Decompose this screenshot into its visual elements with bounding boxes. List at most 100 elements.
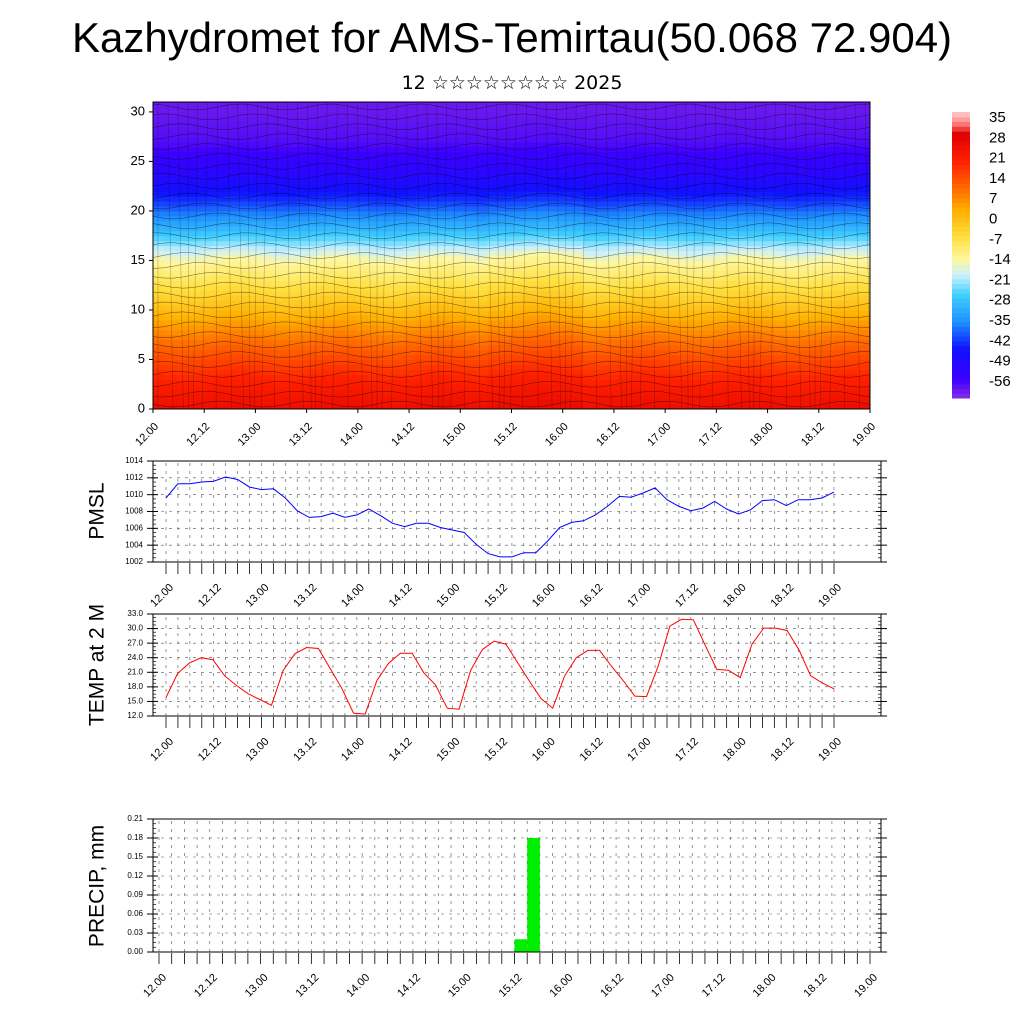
heatmap-cell [380, 275, 393, 281]
heatmap-cell [427, 389, 441, 395]
heatmap-cell [762, 102, 775, 108]
heatmap-cell [846, 275, 859, 281]
heatmap-cell [284, 240, 297, 247]
heatmap-cell [296, 369, 309, 375]
heatmap-cell [248, 404, 262, 409]
heatmap-cell [344, 324, 357, 331]
heatmap-cell [750, 290, 764, 296]
heatmap-cell [463, 102, 477, 108]
heatmap-cell [846, 265, 859, 271]
heatmap-cell [714, 324, 728, 331]
heatmap-cell [164, 106, 178, 113]
wind-barb-row [153, 173, 870, 180]
temp-y-axis: 33.030.027.024.021.018.015.012.0 [127, 609, 887, 720]
heatmap-cell [499, 186, 513, 192]
heatmap-cell [511, 166, 525, 172]
heatmap-cell [368, 136, 381, 143]
heatmap-cell [415, 225, 429, 232]
heatmap-cell [511, 364, 525, 370]
heatmap-cell [690, 121, 704, 128]
heatmap-cell [463, 225, 477, 232]
heatmap-cell [332, 305, 345, 311]
heatmap-cell [595, 240, 608, 247]
heatmap-cell [487, 354, 501, 361]
heatmap-cell [236, 309, 250, 316]
heatmap-cell [559, 126, 572, 133]
heatmap-cell [654, 230, 668, 237]
heatmap-cell [212, 389, 226, 395]
heatmap-cell [368, 240, 381, 247]
heatmap-cell [822, 404, 835, 409]
heatmap-cell [308, 265, 321, 271]
heatmap-cell [427, 399, 441, 405]
heatmap-cell [654, 196, 668, 202]
heatmap-cell [188, 260, 202, 266]
heatmap-cell [308, 131, 321, 138]
heatmap-cell [846, 305, 859, 311]
heatmap-cell [308, 250, 321, 257]
heatmap-cell [571, 121, 584, 128]
heatmap-cell [320, 329, 333, 336]
heatmap-cell [678, 225, 692, 232]
heatmap-cell [236, 399, 250, 405]
heatmap-cell [702, 106, 716, 113]
heatmap-cell [248, 176, 262, 182]
heatmap-cell [583, 235, 596, 242]
heatmap-cell [547, 161, 560, 167]
heatmap-cell [583, 364, 596, 370]
heatmap-cell [619, 240, 632, 247]
heatmap-cell [810, 240, 823, 247]
heatmap-cell [224, 201, 238, 207]
heatmap-cell [487, 240, 501, 247]
heatmap-cell [822, 369, 835, 375]
heatmap-cell [583, 324, 596, 331]
heatmap-cell [415, 319, 429, 326]
heatmap-cell [750, 324, 764, 331]
heatmap-cell [523, 166, 536, 172]
heatmap-cell [583, 215, 596, 222]
heatmap-cell [415, 309, 429, 316]
heatmap-cell [200, 394, 214, 400]
heatmap-cell [200, 389, 214, 395]
wind-barb-column [795, 102, 802, 409]
heatmap-cell [296, 191, 309, 197]
heatmap-cell [487, 349, 501, 356]
heatmap-cell [678, 389, 692, 395]
wind-barb-column [442, 102, 447, 409]
heatmap-cell [834, 314, 847, 321]
heatmap-cell [762, 270, 775, 276]
heatmap-cell [714, 196, 728, 202]
heatmap-cell [762, 181, 775, 187]
heatmap-cell [439, 161, 453, 167]
heatmap-cell [188, 275, 202, 281]
heatmap-cell [774, 106, 787, 113]
pmsl-x-axis: 12.00 12.12 13.00 13.12 14.00 14.12 15.00 15.12… [148, 563, 844, 610]
heatmap-cell [403, 285, 417, 291]
heatmap-cell [607, 309, 620, 316]
heatmap-cell [810, 394, 823, 400]
heatmap-cell [200, 265, 214, 271]
heatmap-cell [726, 270, 740, 276]
heatmap-cell [224, 235, 238, 242]
heatmap-cell [200, 102, 214, 108]
heatmap-cell [439, 176, 453, 182]
heatmap-cell [535, 295, 548, 301]
heatmap-cell [810, 344, 823, 351]
heatmap-cell [642, 280, 656, 286]
heatmap-cell [308, 230, 321, 237]
heatmap-cell [427, 270, 441, 276]
heatmap-cell [762, 379, 775, 385]
heatmap-cell [308, 300, 321, 306]
heatmap-cell [654, 295, 668, 301]
heatmap-cell [463, 369, 477, 375]
heatmap-cell [654, 384, 668, 390]
heatmap-cell [272, 324, 286, 331]
heatmap-cell [415, 270, 429, 276]
heatmap-cell [260, 235, 274, 242]
heatmap-cell [296, 324, 309, 331]
heatmap-cell [260, 230, 274, 237]
heatmap-cell [439, 290, 453, 296]
heatmap-cell [523, 270, 536, 276]
heatmap-cell [642, 161, 656, 167]
colorbar-label: 14 [989, 170, 1006, 187]
